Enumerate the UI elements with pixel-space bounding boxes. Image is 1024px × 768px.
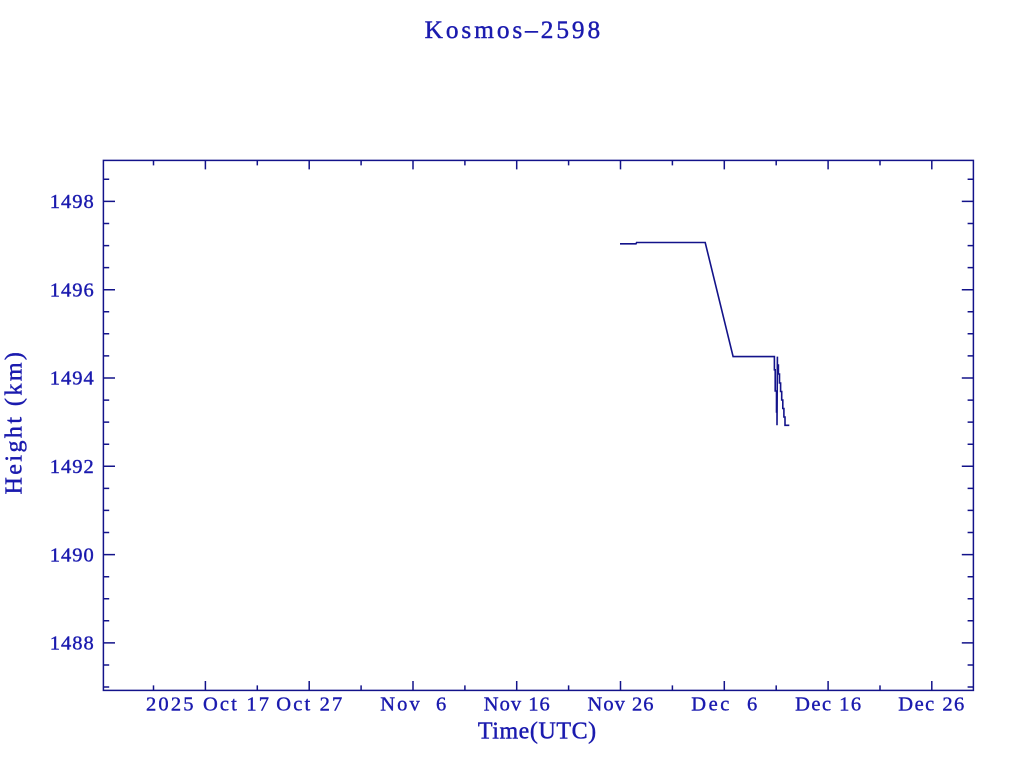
svg-text:1490: 1490 — [50, 544, 94, 566]
svg-text:1498: 1498 — [50, 191, 94, 213]
svg-text:Height (km): Height (km) — [2, 352, 28, 495]
svg-text:Dec 16: Dec 16 — [795, 693, 861, 715]
svg-text:1494: 1494 — [50, 368, 94, 390]
svg-text:1488: 1488 — [50, 633, 94, 655]
svg-text:Nov 6: Nov 6 — [380, 693, 446, 715]
svg-text:Time(UTC): Time(UTC) — [478, 719, 596, 745]
svg-text:1496: 1496 — [50, 279, 94, 301]
svg-text:2025 Oct 17: 2025 Oct 17 — [146, 693, 269, 715]
svg-text:Nov 26: Nov 26 — [588, 693, 654, 715]
svg-text:Oct 27: Oct 27 — [276, 693, 342, 715]
svg-text:1492: 1492 — [50, 456, 94, 478]
svg-text:Kosmos–2598: Kosmos–2598 — [425, 16, 601, 44]
svg-text:Dec 6: Dec 6 — [691, 693, 757, 715]
svg-text:Nov 16: Nov 16 — [484, 693, 550, 715]
svg-text:Dec 26: Dec 26 — [898, 693, 964, 715]
